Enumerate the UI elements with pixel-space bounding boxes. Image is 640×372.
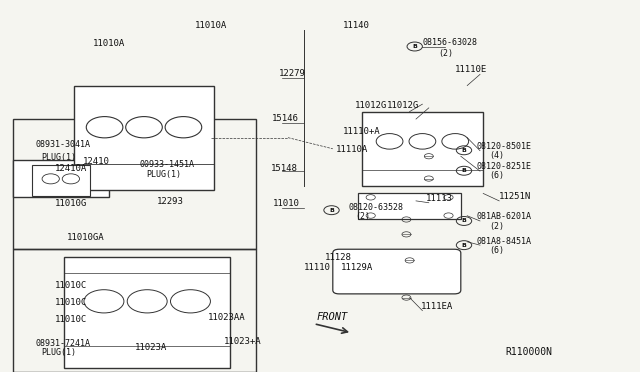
Text: PLUG(1): PLUG(1) <box>146 170 181 179</box>
Circle shape <box>42 174 60 184</box>
Text: 081A8-8451A: 081A8-8451A <box>477 237 532 246</box>
Text: 08120-63528: 08120-63528 <box>349 203 404 212</box>
Text: (6): (6) <box>490 171 504 180</box>
Text: 11128: 11128 <box>325 253 352 262</box>
Circle shape <box>86 116 123 138</box>
Text: 12279: 12279 <box>278 69 305 78</box>
Text: 11110: 11110 <box>303 263 330 272</box>
Text: 08156-63028: 08156-63028 <box>422 38 477 46</box>
Text: (2): (2) <box>355 212 370 221</box>
Text: B: B <box>329 208 334 213</box>
Circle shape <box>444 195 453 200</box>
Text: 15148: 15148 <box>271 164 298 173</box>
Text: (2): (2) <box>438 49 453 58</box>
Text: 08931-7241A: 08931-7241A <box>35 339 90 348</box>
Text: PLUG(1): PLUG(1) <box>42 153 77 162</box>
Text: 11010C: 11010C <box>54 281 86 290</box>
Circle shape <box>62 174 79 184</box>
Circle shape <box>125 116 163 138</box>
Text: 11251N: 11251N <box>499 192 531 201</box>
Circle shape <box>409 134 436 149</box>
Text: (4): (4) <box>490 151 504 160</box>
Text: FRONT: FRONT <box>316 312 348 322</box>
Bar <box>358 193 461 219</box>
Bar <box>74 86 214 190</box>
Circle shape <box>444 213 453 218</box>
Text: 11010G: 11010G <box>54 199 86 208</box>
Text: 11023A: 11023A <box>134 343 166 352</box>
Circle shape <box>84 290 124 313</box>
Text: 00933-1451A: 00933-1451A <box>140 160 195 169</box>
Circle shape <box>165 116 202 138</box>
Text: B: B <box>412 44 417 49</box>
Text: 12293: 12293 <box>157 198 184 206</box>
Text: B: B <box>461 218 467 224</box>
Bar <box>362 112 483 186</box>
Text: B: B <box>461 168 467 173</box>
Text: 11010A: 11010A <box>195 21 227 30</box>
Circle shape <box>366 213 375 218</box>
Text: 11010A: 11010A <box>93 39 125 48</box>
Text: 11010C: 11010C <box>54 315 86 324</box>
Text: 11023AA: 11023AA <box>208 313 246 322</box>
Text: 15146: 15146 <box>272 114 299 123</box>
Text: 11010C: 11010C <box>54 298 86 307</box>
FancyBboxPatch shape <box>333 249 461 294</box>
Circle shape <box>442 134 468 149</box>
Text: 12410A: 12410A <box>54 164 86 173</box>
Text: 11023+A: 11023+A <box>224 337 262 346</box>
Text: B: B <box>461 148 467 153</box>
Text: 12410: 12410 <box>83 157 110 166</box>
Text: 08931-3041A: 08931-3041A <box>35 140 90 149</box>
Text: (6): (6) <box>490 246 504 255</box>
Text: 11110+A: 11110+A <box>342 127 380 136</box>
Circle shape <box>366 195 375 200</box>
Circle shape <box>170 290 211 313</box>
Circle shape <box>376 134 403 149</box>
Circle shape <box>127 290 167 313</box>
Text: 081AB-6201A: 081AB-6201A <box>477 212 532 221</box>
Text: 11012G: 11012G <box>387 101 419 110</box>
Text: B: B <box>461 243 467 248</box>
Text: (2): (2) <box>490 222 504 231</box>
Text: 11012G: 11012G <box>355 101 387 110</box>
Text: PLUG(1): PLUG(1) <box>42 348 77 357</box>
Text: 11140: 11140 <box>342 21 369 30</box>
Bar <box>32 165 90 196</box>
FancyBboxPatch shape <box>13 160 109 197</box>
Text: 11010GA: 11010GA <box>67 233 105 242</box>
Text: 11010: 11010 <box>273 199 300 208</box>
Text: 11110E: 11110E <box>454 65 486 74</box>
Text: 11129A: 11129A <box>340 263 372 272</box>
Bar <box>64 257 230 368</box>
Text: 08120-8501E: 08120-8501E <box>477 142 532 151</box>
Text: 11113: 11113 <box>426 194 452 203</box>
Text: 1111EA: 1111EA <box>421 302 453 311</box>
Text: 08120-8251E: 08120-8251E <box>477 162 532 171</box>
Text: 11110A: 11110A <box>336 145 368 154</box>
Text: R110000N: R110000N <box>506 347 552 357</box>
